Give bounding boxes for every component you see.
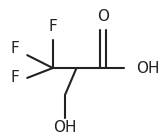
Text: OH: OH (53, 120, 77, 135)
Text: F: F (10, 70, 19, 85)
Text: OH: OH (136, 60, 160, 75)
Text: F: F (48, 19, 57, 34)
Text: F: F (10, 41, 19, 56)
Text: O: O (97, 9, 109, 24)
